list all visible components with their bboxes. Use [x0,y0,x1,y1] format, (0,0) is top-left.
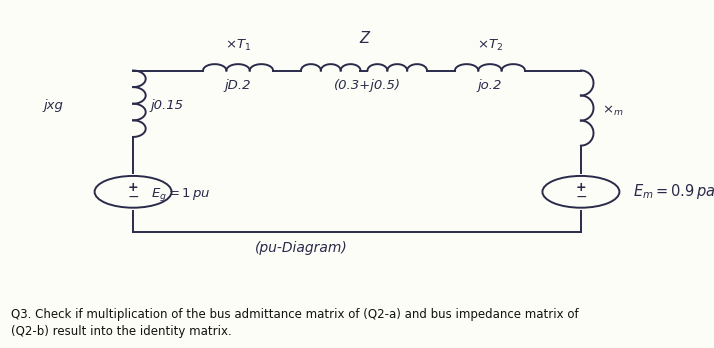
Text: (Q2-b) result into the identity matrix.: (Q2-b) result into the identity matrix. [11,325,231,338]
Text: $\times_m$: $\times_m$ [602,104,623,118]
Text: $\times T_1$: $\times T_1$ [225,38,251,53]
Text: jxg: jxg [44,100,63,112]
Text: −: − [127,190,139,204]
Text: jo.2: jo.2 [478,79,502,92]
Text: j0.15: j0.15 [151,100,183,112]
Text: Q3. Check if multiplication of the bus admittance matrix of (Q2-a) and bus imped: Q3. Check if multiplication of the bus a… [11,308,578,321]
Text: $E_g=1\,pu$: $E_g=1\,pu$ [151,186,210,203]
Text: +: + [128,181,139,194]
Text: $\times T_2$: $\times T_2$ [477,38,503,53]
Text: +: + [575,181,586,194]
Text: jD.2: jD.2 [225,79,251,92]
Text: (0.3+j0.5): (0.3+j0.5) [334,79,401,92]
Text: −: − [575,190,587,204]
Text: Z: Z [359,31,369,46]
Text: $E_m=0.9\,pa$: $E_m=0.9\,pa$ [633,182,714,201]
Text: (pu-Diagram): (pu-Diagram) [255,242,348,255]
